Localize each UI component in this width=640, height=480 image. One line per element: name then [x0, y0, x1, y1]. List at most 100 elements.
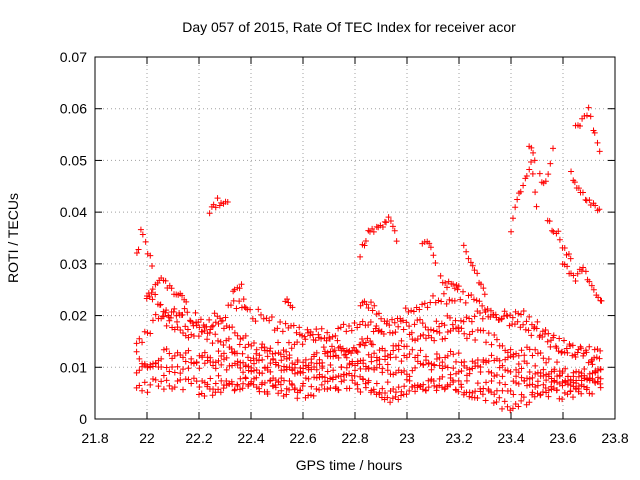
data-point [201, 360, 208, 367]
data-point [318, 381, 325, 388]
data-point [473, 297, 480, 304]
data-point [291, 386, 298, 393]
data-point [174, 324, 181, 331]
y-tick-label: 0.05 [60, 152, 87, 168]
data-point [239, 385, 246, 392]
data-point [528, 144, 535, 151]
data-point [477, 281, 484, 288]
data-point [515, 403, 522, 410]
data-point [323, 337, 330, 344]
data-point [559, 370, 566, 377]
data-point [291, 361, 298, 368]
data-point [550, 228, 557, 235]
data-point [428, 360, 435, 367]
data-point [433, 356, 440, 363]
data-point [209, 392, 216, 399]
data-point [573, 380, 580, 387]
data-point [286, 354, 293, 361]
data-point [395, 323, 402, 330]
data-point [308, 356, 315, 363]
data-point [513, 366, 520, 373]
y-tick-label: 0.02 [60, 308, 87, 324]
data-point [365, 364, 372, 371]
data-point [477, 369, 484, 376]
data-point [218, 361, 225, 368]
data-point [163, 377, 170, 384]
data-point [493, 387, 500, 394]
data-point [242, 374, 249, 381]
data-point [207, 375, 214, 382]
data-point [589, 390, 596, 397]
data-point [561, 245, 568, 252]
data-point [528, 159, 535, 166]
data-point [507, 346, 514, 353]
data-point [526, 166, 533, 173]
data-point [426, 240, 433, 247]
data-point [402, 305, 409, 312]
data-point [589, 375, 596, 382]
data-point [541, 331, 548, 338]
data-point [509, 314, 516, 321]
data-point [488, 341, 495, 348]
data-point [195, 333, 202, 340]
data-point [168, 285, 175, 292]
data-point [196, 384, 203, 391]
data-point [427, 244, 434, 251]
data-point [510, 391, 517, 398]
data-point [264, 364, 271, 371]
data-point [348, 350, 355, 357]
x-tick-label: 23.4 [497, 430, 524, 446]
data-point [458, 325, 465, 332]
data-point [290, 322, 297, 329]
data-point [595, 294, 602, 301]
data-point [477, 309, 484, 316]
data-point [503, 312, 510, 319]
data-point [554, 359, 561, 366]
data-point [267, 360, 274, 367]
data-point [220, 350, 227, 357]
data-point [387, 354, 394, 361]
data-point [139, 339, 146, 346]
data-point [403, 343, 410, 350]
data-point [428, 366, 435, 373]
data-point [184, 309, 191, 316]
data-point [436, 354, 443, 361]
data-point [179, 292, 186, 299]
data-point [231, 329, 238, 336]
data-point [230, 288, 237, 295]
data-point [204, 336, 211, 343]
data-point [588, 282, 595, 289]
data-point [443, 300, 450, 307]
data-point [515, 380, 522, 387]
data-point [409, 367, 416, 374]
data-point [250, 367, 257, 374]
data-point [334, 337, 341, 344]
data-point [180, 386, 187, 393]
data-point [483, 359, 490, 366]
data-point [171, 384, 178, 391]
data-point [521, 352, 528, 359]
data-point [545, 356, 552, 363]
data-point [572, 386, 579, 393]
data-point [332, 374, 339, 381]
data-point [143, 295, 150, 302]
data-point [433, 350, 440, 357]
data-point [337, 324, 344, 331]
data-point [481, 306, 488, 313]
data-point [463, 335, 470, 342]
data-point [562, 365, 569, 372]
data-point [485, 368, 492, 375]
data-point [461, 362, 468, 369]
data-point [201, 327, 208, 334]
data-point [190, 322, 197, 329]
data-point [302, 356, 309, 363]
data-point [250, 339, 257, 346]
data-point [498, 316, 505, 323]
data-point [502, 366, 509, 373]
data-point [267, 345, 274, 352]
data-point [376, 361, 383, 368]
data-point [277, 351, 284, 358]
data-point [550, 145, 557, 152]
data-point [410, 308, 417, 315]
data-point [160, 372, 167, 379]
